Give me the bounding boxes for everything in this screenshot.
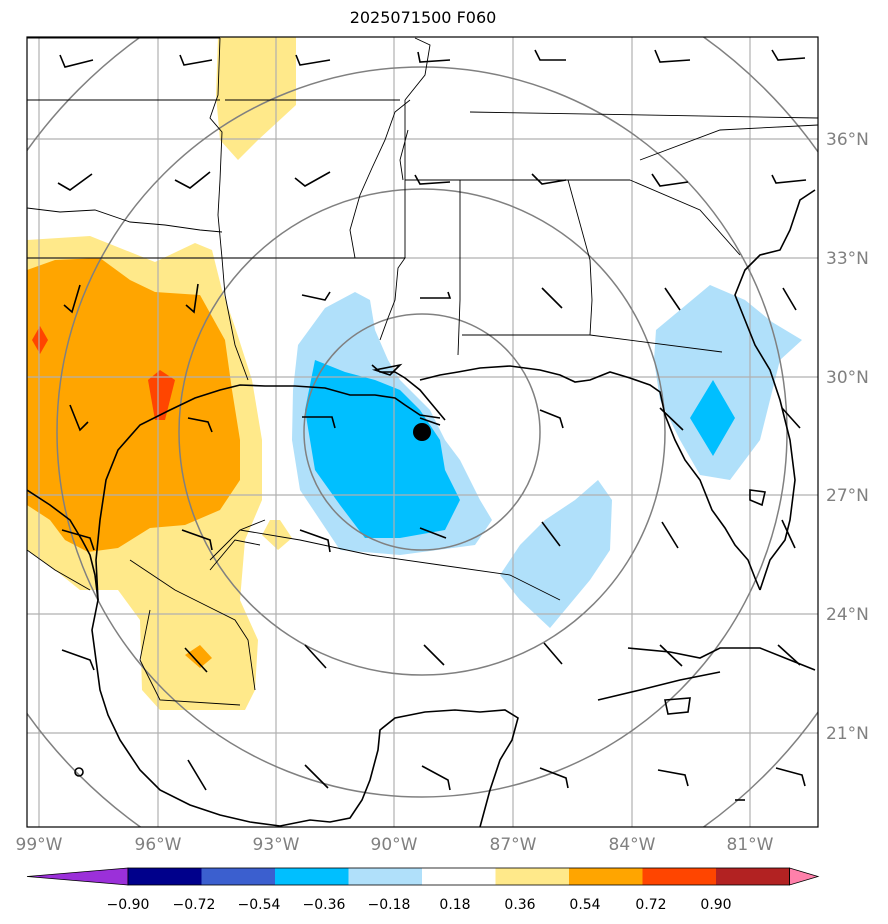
colorbar-tick-label: −0.36 bbox=[303, 897, 346, 913]
colorbar-tick-labels: −0.90 −0.72 −0.54 −0.36 −0.18 0.18 0.36 … bbox=[107, 897, 732, 913]
lat-label: 30°N bbox=[826, 368, 869, 388]
colorbar-segment bbox=[716, 868, 790, 885]
lon-label: 90°W bbox=[371, 835, 418, 855]
latitude-labels: 36°N 33°N 30°N 27°N 24°N 21°N bbox=[826, 130, 869, 744]
colorbar-tick-label: 0.18 bbox=[439, 897, 470, 913]
blue-gulf bbox=[305, 360, 460, 538]
lon-label: 99°W bbox=[16, 835, 63, 855]
lat-label: 21°N bbox=[826, 724, 869, 744]
colorbar-segment bbox=[128, 868, 202, 885]
anomaly-fill-negative bbox=[292, 285, 802, 628]
orange-region-small bbox=[185, 645, 212, 668]
orange-region bbox=[27, 258, 240, 552]
lon-label: 84°W bbox=[609, 835, 656, 855]
storm-center-marker bbox=[413, 423, 431, 441]
longitude-labels: 99°W 96°W 93°W 90°W 87°W 84°W 81°W bbox=[16, 835, 774, 855]
political-borders bbox=[27, 37, 818, 706]
yellow-region-small bbox=[262, 520, 292, 550]
colorbar-segment bbox=[569, 868, 643, 885]
lat-label: 24°N bbox=[826, 605, 869, 625]
light-blue-east-gulf bbox=[500, 480, 612, 628]
colorbar-tick-label: −0.72 bbox=[173, 897, 216, 913]
lon-label: 93°W bbox=[253, 835, 300, 855]
colorbar-extend-low bbox=[26, 867, 129, 886]
lon-label: 96°W bbox=[135, 835, 182, 855]
colorbar-segment bbox=[348, 868, 422, 885]
colorbar-tick-label: 0.72 bbox=[635, 897, 666, 913]
colorbar-tick-label: −0.90 bbox=[107, 897, 150, 913]
lat-label: 27°N bbox=[826, 486, 869, 506]
colorbar-segment bbox=[642, 868, 716, 885]
colorbar bbox=[26, 867, 820, 886]
lon-label: 87°W bbox=[490, 835, 537, 855]
lat-label: 33°N bbox=[826, 249, 869, 269]
colorbar-tick-label: −0.18 bbox=[368, 897, 411, 913]
red-region-texas bbox=[148, 370, 175, 420]
colorbar-segment bbox=[201, 868, 275, 885]
colorbar-tick-label: 0.54 bbox=[569, 897, 600, 913]
lon-label: 81°W bbox=[727, 835, 774, 855]
blue-florida bbox=[690, 380, 735, 456]
plot-title: 2025071500 F060 bbox=[349, 8, 497, 27]
colorbar-outline bbox=[127, 867, 790, 886]
coastlines bbox=[27, 189, 816, 827]
light-blue-florida bbox=[654, 285, 802, 480]
colorbar-segment bbox=[422, 868, 496, 885]
colorbar-extend-high bbox=[789, 867, 820, 886]
colorbar-tick-label: −0.54 bbox=[238, 897, 281, 913]
colorbar-segment bbox=[275, 868, 349, 885]
red-region-west bbox=[32, 326, 48, 354]
lat-label: 36°N bbox=[826, 130, 869, 150]
colorbar-tick-label: 0.90 bbox=[700, 897, 731, 913]
map-frame bbox=[26, 36, 819, 828]
wind-barbs bbox=[57, 49, 807, 791]
colorbar-segment bbox=[495, 868, 569, 885]
colorbar-tick-label: 0.36 bbox=[504, 897, 535, 913]
